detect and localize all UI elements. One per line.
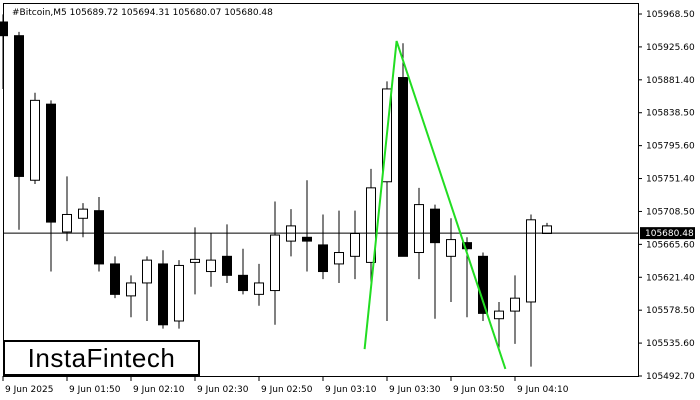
candle [302, 180, 312, 272]
candle-body-bullish [270, 234, 280, 292]
candle-body-bullish [334, 252, 344, 265]
price-tick-label: 105621.40 [646, 273, 695, 283]
candle-body-bullish [142, 259, 152, 284]
candle [334, 210, 344, 283]
candle-body-bullish [254, 282, 264, 295]
price-tick-label: 105795.60 [646, 142, 695, 152]
candle [30, 92, 40, 185]
candle [494, 301, 504, 352]
candle-body-bearish [302, 236, 312, 242]
price-tick-label: 105708.50 [646, 207, 695, 217]
price-tick-label: 105492.70 [646, 372, 695, 382]
time-tick-label: 9 Jun 03:30 [389, 385, 441, 395]
candle-body-bearish [46, 103, 56, 223]
candle [110, 256, 120, 299]
candle-body-bullish [446, 239, 456, 257]
candle [366, 168, 376, 283]
candle [222, 224, 232, 283]
price-tick-label: 105665.60 [646, 240, 695, 250]
double-top-pattern-line [363, 40, 507, 370]
candle-body-bullish [78, 208, 88, 219]
logo-text: InstaFintech [27, 342, 176, 373]
candle [46, 100, 56, 272]
candle [238, 248, 248, 295]
candle-body-bearish [462, 242, 472, 250]
candle-body-bullish [366, 187, 376, 263]
candle [446, 218, 456, 302]
time-tick-label: 9 Jun 02:30 [197, 385, 249, 395]
candle [174, 260, 184, 329]
price-tick-label: 105881.40 [646, 76, 695, 86]
time-tick-label: 9 Jun 02:10 [133, 385, 185, 395]
candle-body-bearish [94, 210, 104, 265]
instafintech-logo: InstaFintech [3, 340, 200, 376]
time-tick-label: 9 Jun 04:10 [517, 385, 569, 395]
candle-body-bearish [222, 255, 232, 276]
candle [510, 275, 520, 344]
candle [126, 275, 136, 318]
candle-body-bullish [526, 219, 536, 303]
candle-body-bullish [350, 232, 360, 257]
candle [62, 176, 72, 242]
time-tick-label: 9 Jun 03:10 [325, 385, 377, 395]
price-tick-label: 105578.50 [646, 306, 695, 316]
candle [14, 31, 24, 230]
time-tick-label: 9 Jun 03:50 [453, 385, 505, 395]
time-tick-label: 9 Jun 2025 [5, 385, 53, 395]
candle-body-bullish [510, 297, 520, 312]
candle-body-bearish [158, 263, 168, 326]
price-axis: 105968.50 105925.60 105881.40 105838.50 1057… [638, 10, 695, 382]
candle-body-bullish [174, 264, 184, 322]
plot-border [3, 3, 639, 377]
candle-body-bullish [190, 258, 200, 263]
time-tick-label: 9 Jun 01:50 [69, 385, 121, 395]
candle-body-bearish [0, 21, 8, 37]
candle-body-bearish [398, 77, 408, 257]
price-tick-label: 105535.60 [646, 339, 695, 349]
candle-body-bullish [206, 259, 216, 273]
candle [190, 227, 200, 295]
candle [318, 214, 328, 280]
candle [254, 263, 264, 306]
candle-body-bearish [14, 35, 24, 177]
candle [158, 250, 168, 329]
price-tick-label: 105751.40 [646, 175, 695, 185]
current-price-label: 105680.48 [640, 227, 695, 240]
candle [78, 203, 88, 238]
candle [0, 14, 8, 89]
chart-title: #Bitcoin,M5 105689.72 105694.31 105680.0… [12, 8, 273, 18]
candle [142, 256, 152, 321]
candle-body-bullish [126, 282, 136, 297]
candle-body-bearish [430, 208, 440, 244]
candle [270, 201, 280, 325]
time-tick-label: 9 Jun 02:50 [261, 385, 313, 395]
candle [206, 233, 216, 287]
candle [526, 214, 536, 367]
candle [398, 43, 408, 257]
time-axis: 9 Jun 2025 9 Jun 01:50 9 Jun 02:10 9 Jun 02… [2, 376, 569, 395]
candle-body-bearish [238, 274, 248, 292]
candle-body-bearish [110, 263, 120, 295]
svg-text:105680.48: 105680.48 [645, 229, 694, 239]
candle [430, 204, 440, 319]
candle [94, 196, 104, 272]
candle-body-bullish [494, 310, 504, 320]
price-tick-label: 105925.60 [646, 43, 695, 53]
price-tick-label: 105968.50 [646, 10, 695, 20]
candle-body-bullish [414, 204, 424, 254]
candle-body-bearish [318, 244, 328, 273]
price-tick-label: 105838.50 [646, 109, 695, 119]
candle-body-bullish [542, 225, 552, 234]
candle-body-bullish [62, 213, 72, 233]
candle-body-bullish [30, 99, 40, 181]
candle-body-bearish [478, 255, 488, 314]
